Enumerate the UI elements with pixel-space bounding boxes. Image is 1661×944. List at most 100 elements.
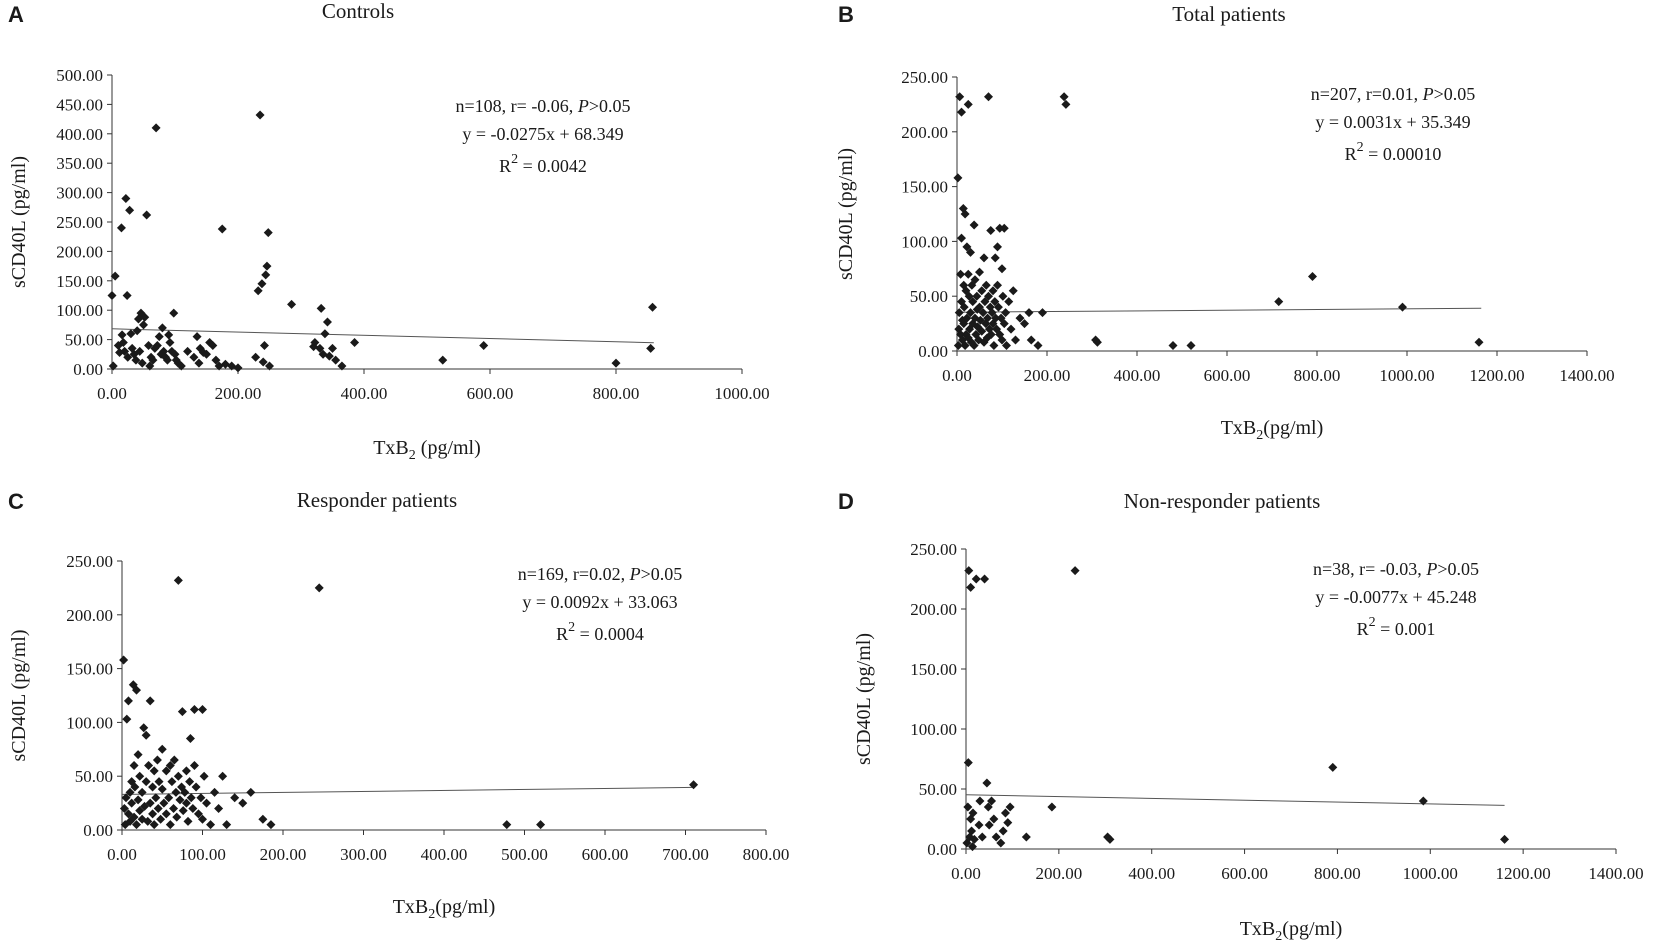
data-point — [135, 806, 145, 816]
data-point — [161, 809, 171, 819]
data-point — [988, 286, 998, 296]
data-point — [139, 723, 149, 733]
data-point — [266, 820, 276, 830]
regression-line — [111, 328, 654, 344]
data-point — [123, 352, 133, 362]
stats-line: n=38, r= -0.03, P>0.05 — [1313, 559, 1479, 579]
stats-annotation: n=38, r= -0.03, P>0.05 y = -0.0077x + 45.… — [1313, 559, 1479, 639]
data-point — [193, 809, 203, 819]
data-point — [1328, 762, 1338, 772]
data-point — [969, 834, 979, 844]
data-point — [206, 820, 216, 830]
data-point — [177, 707, 187, 717]
data-point — [990, 297, 1000, 307]
stats-line: n=207, r=0.01, P>0.05 — [1311, 84, 1475, 104]
stats-line: n=169, r=0.02, P>0.05 — [518, 564, 682, 584]
x-tick-label: 800.00 — [1294, 366, 1341, 385]
data-point — [987, 796, 997, 806]
data-point — [967, 826, 977, 836]
y-tick-label: 0.00 — [927, 840, 957, 859]
data-point — [1418, 796, 1428, 806]
y-tick-label: 100.00 — [910, 720, 957, 739]
data-point — [122, 714, 132, 724]
x-tick-label: 800.00 — [1314, 864, 1361, 883]
y-tick-label: 200.00 — [901, 123, 948, 142]
data-point — [135, 771, 145, 781]
data-point — [145, 798, 155, 808]
data-point — [152, 755, 162, 765]
data-point — [145, 361, 155, 371]
data-point — [181, 766, 191, 776]
data-point — [233, 363, 243, 373]
data-point — [175, 795, 185, 805]
x-tick-label: 1000.00 — [1403, 864, 1458, 883]
data-point — [172, 812, 182, 822]
data-point — [143, 816, 153, 826]
data-point — [169, 803, 179, 813]
x-tick-label: 400.00 — [421, 845, 468, 864]
data-point — [142, 210, 152, 220]
x-axis-label: TxB2(pg/ml) — [1240, 918, 1343, 944]
data-point — [107, 291, 117, 300]
data-point — [189, 704, 199, 714]
data-point — [977, 326, 987, 336]
data-point — [1059, 92, 1069, 102]
data-point — [1105, 834, 1115, 844]
panel-c: C Responder patients 0.00 50.00 100.00 150.00… — [8, 488, 789, 922]
data-point — [157, 784, 167, 794]
data-point — [983, 802, 993, 812]
data-point — [222, 820, 232, 830]
equation-line: y = -0.0275x + 68.349 — [462, 124, 623, 144]
data-point — [975, 302, 984, 312]
data-point — [1500, 834, 1510, 844]
data-point — [251, 352, 261, 362]
data-point — [117, 330, 127, 340]
data-point — [1308, 271, 1317, 281]
data-point — [176, 361, 186, 371]
y-axis-label: sCD40L (pg/ml) — [8, 629, 30, 761]
data-point — [129, 760, 139, 770]
data-point — [108, 361, 118, 371]
data-point — [975, 796, 985, 806]
data-point — [162, 355, 172, 365]
data-point — [982, 778, 992, 788]
data-point — [611, 358, 621, 368]
data-point — [953, 173, 963, 183]
data-point — [996, 838, 1006, 848]
data-point — [977, 832, 987, 842]
data-point — [265, 361, 274, 371]
data-point — [966, 308, 975, 318]
panel-b: B Total patients 0.00 50.00 100.00 150.00 200.… — [835, 2, 1615, 443]
data-point — [1274, 297, 1284, 307]
data-point — [971, 574, 981, 584]
y-tick-label: 100.00 — [66, 713, 113, 732]
data-point — [957, 233, 966, 243]
y-tick-label: 50.00 — [919, 780, 957, 799]
data-point — [259, 340, 269, 350]
x-tick-label: 200.00 — [1024, 366, 1071, 385]
data-point — [167, 777, 177, 787]
data-point — [178, 806, 188, 816]
x-tick-label: 1200.00 — [1496, 864, 1551, 883]
data-point — [154, 777, 164, 787]
x-axis-label: TxB2(pg/ml) — [393, 896, 496, 922]
data-point — [1061, 99, 1071, 109]
r-squared-line: R2 = 0.0004 — [556, 620, 644, 644]
x-tick-label: 600.00 — [582, 845, 629, 864]
x-axis-label: TxB2(pg/ml) — [1221, 417, 1324, 443]
data-point — [984, 92, 993, 102]
data-point — [189, 760, 199, 770]
x-tick-label: 0.00 — [942, 366, 972, 385]
y-tick-label: 200.00 — [910, 600, 957, 619]
x-tick-label: 800.00 — [593, 384, 640, 403]
data-point — [331, 355, 341, 365]
y-tick-label: 200.00 — [66, 606, 113, 625]
data-point — [999, 223, 1009, 233]
data-point — [202, 798, 212, 808]
stats-line: n=108, r= -0.06, P>0.05 — [456, 96, 631, 116]
data-point — [1006, 324, 1016, 334]
data-point — [966, 247, 975, 257]
y-tick-label: 100.00 — [901, 232, 948, 251]
data-point — [161, 766, 171, 776]
data-point — [119, 655, 129, 665]
